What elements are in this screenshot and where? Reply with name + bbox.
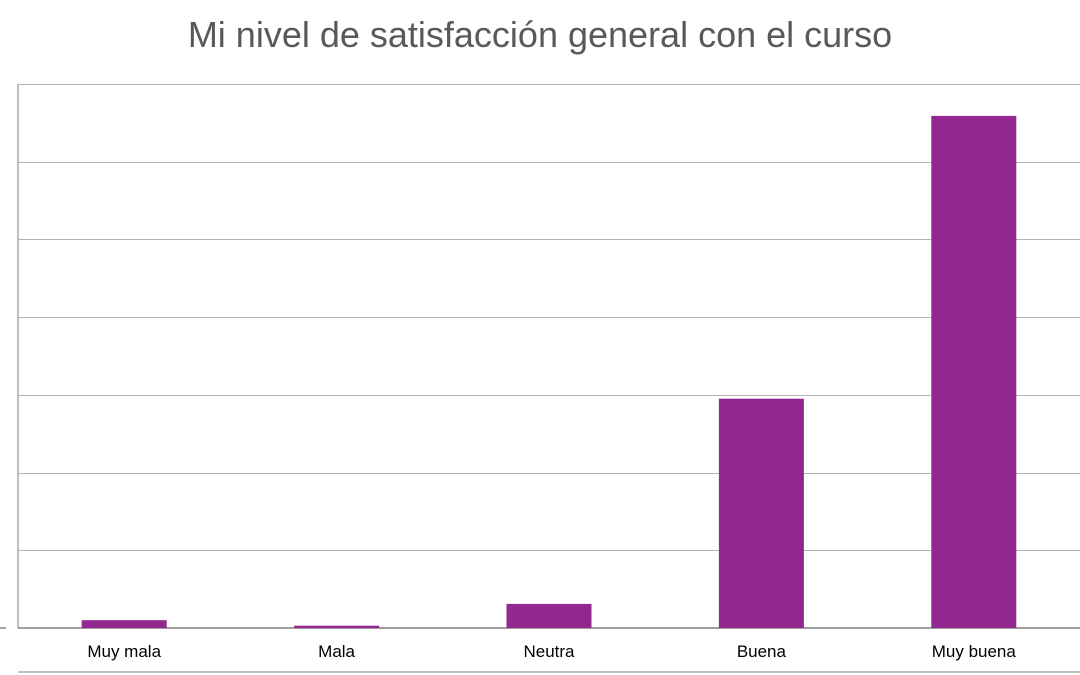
bar-buena bbox=[718, 398, 804, 628]
x-tick-label: Mala bbox=[318, 642, 355, 661]
x-tick-label: Neutra bbox=[523, 642, 575, 661]
bar-mala bbox=[294, 625, 380, 628]
bar-neutra bbox=[506, 603, 592, 628]
x-tick-label: Muy buena bbox=[932, 642, 1017, 661]
x-tick-labels: Muy mala Mala Neutra Buena Muy buena bbox=[87, 642, 1016, 661]
plot-frame bbox=[0, 84, 1080, 673]
gridlines bbox=[18, 84, 1080, 551]
x-tick-label: Muy mala bbox=[87, 642, 161, 661]
chart-title: Mi nivel de satisfacción general con el … bbox=[187, 14, 893, 55]
bar-muy-mala bbox=[81, 620, 167, 628]
bar-muy-buena bbox=[931, 115, 1017, 628]
x-tick-label: Buena bbox=[737, 642, 787, 661]
bars bbox=[81, 115, 1017, 628]
